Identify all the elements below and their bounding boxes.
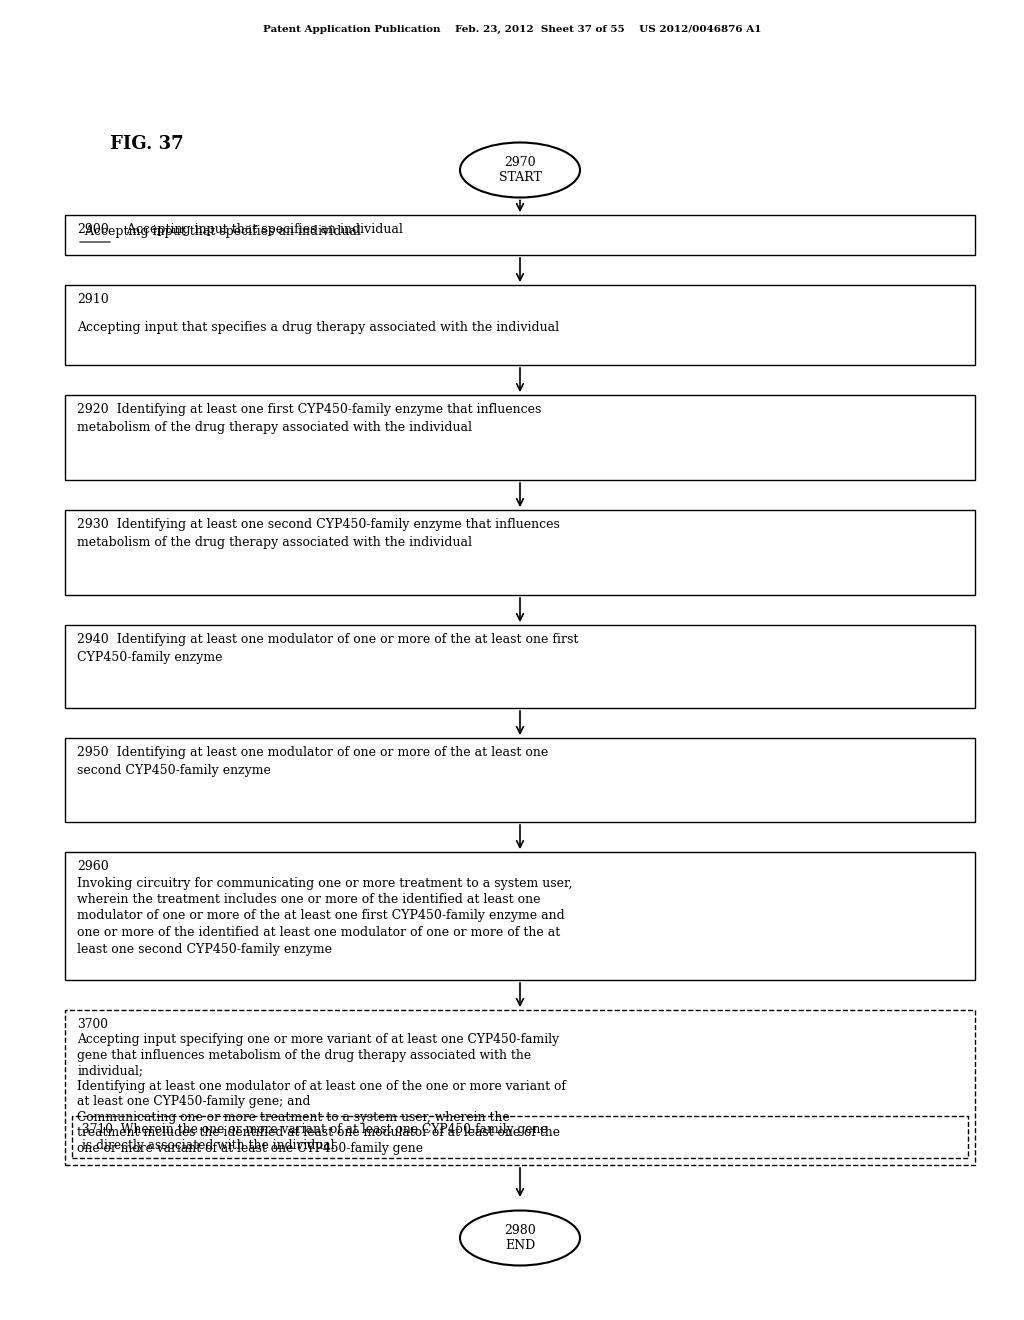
Text: Accepting input that specifies a drug therapy associated with the individual: Accepting input that specifies a drug th… xyxy=(77,321,559,334)
Text: 2960
Invoking circuitry for communicating one or more treatment to a system user: 2960 Invoking circuitry for communicatin… xyxy=(77,861,572,956)
Text: Accepting input that specifies an individual: Accepting input that specifies an indivi… xyxy=(119,223,402,236)
Text: Accepting input that specifies an individual: Accepting input that specifies an indivi… xyxy=(77,224,360,238)
Text: 2920  Identifying at least one first CYP450-family enzyme that influences
metabo: 2920 Identifying at least one first CYP4… xyxy=(77,403,542,434)
Text: Patent Application Publication    Feb. 23, 2012  Sheet 37 of 55    US 2012/00468: Patent Application Publication Feb. 23, … xyxy=(263,25,761,34)
Text: 2910: 2910 xyxy=(77,293,109,306)
Text: 2980
END: 2980 END xyxy=(504,1224,536,1251)
Text: FIG. 37: FIG. 37 xyxy=(110,135,183,153)
Text: 3710  Wherein the one or more variant of at least one CYP450-family gene
is dire: 3710 Wherein the one or more variant of … xyxy=(82,1123,548,1152)
Text: 3700
Accepting input specifying one or more variant of at least one CYP450-famil: 3700 Accepting input specifying one or m… xyxy=(77,1018,566,1155)
Text: 2900: 2900 xyxy=(77,223,109,236)
Text: 2950  Identifying at least one modulator of one or more of the at least one
seco: 2950 Identifying at least one modulator … xyxy=(77,746,548,777)
Text: 2930  Identifying at least one second CYP450-family enzyme that influences
metab: 2930 Identifying at least one second CYP… xyxy=(77,517,560,549)
Text: 2970
START: 2970 START xyxy=(499,156,542,183)
Text: 2940  Identifying at least one modulator of one or more of the at least one firs: 2940 Identifying at least one modulator … xyxy=(77,634,579,664)
